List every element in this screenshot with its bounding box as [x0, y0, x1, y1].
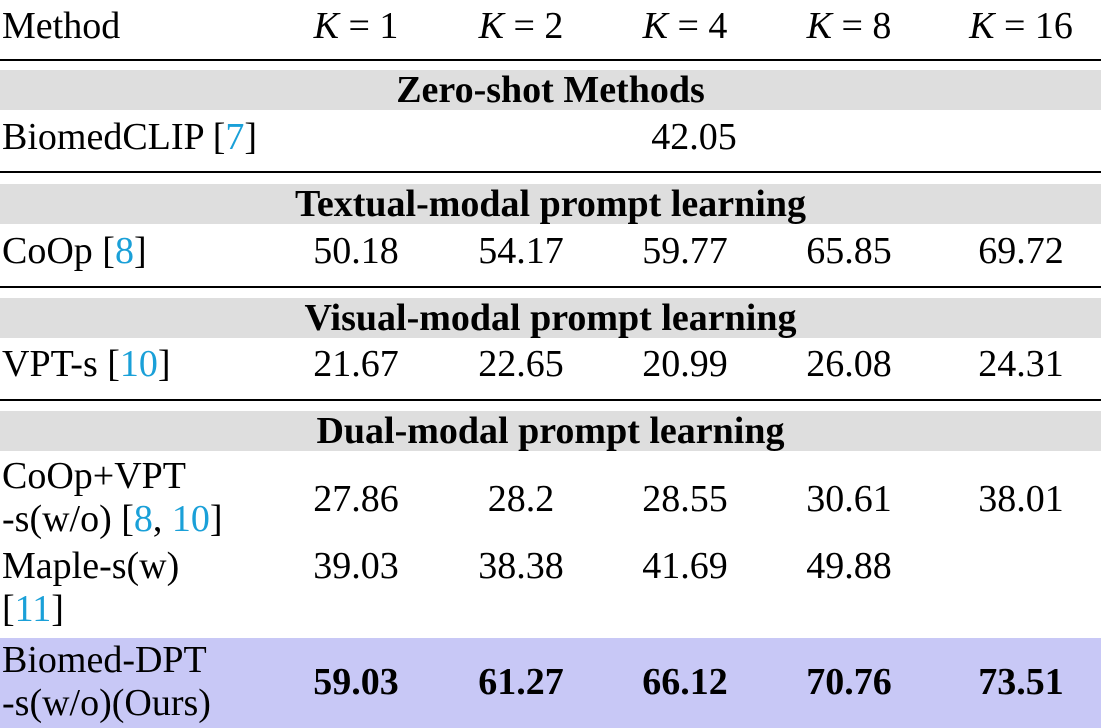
header-method: Method [2, 5, 121, 47]
value-k8: 65.85 [806, 230, 892, 272]
section-textual: Textual-modal prompt learning [0, 184, 1101, 224]
value-k4: 41.69 [642, 545, 728, 587]
value-k8: 26.08 [806, 343, 892, 385]
value-k8: 70.76 [806, 661, 892, 703]
value-k1: 50.18 [313, 230, 399, 272]
rule [0, 286, 1101, 288]
method-name-line2: -s(w/o)(Ours) [2, 682, 211, 724]
value-k16: 24.31 [978, 343, 1064, 385]
method-name-line1: CoOp+VPT [2, 455, 187, 497]
table-row: CoOp+VPT -s(w/o) [8, 10] 27.86 28.2 28.5… [0, 456, 1101, 540]
citation-link[interactable]: 10 [119, 343, 158, 385]
table-row: Maple-s(w) [11] 39.03 38.38 41.69 49.88 [0, 544, 1101, 630]
table-row: Biomed-DPT -s(w/o)(Ours) 59.03 61.27 66.… [0, 638, 1101, 728]
section-zero-shot: Zero-shot Methods [0, 70, 1101, 110]
value-k8: 30.61 [806, 478, 892, 520]
value-k2: 61.27 [478, 661, 564, 703]
merged-value: 42.05 [651, 116, 737, 158]
value-k16: 69.72 [978, 230, 1064, 272]
value-k2: 28.2 [487, 478, 555, 520]
header-k2: K = 2 [478, 5, 564, 47]
header-k8: K = 8 [806, 5, 892, 47]
method-name-line1: Biomed-DPT [2, 639, 207, 681]
value-k2: 54.17 [478, 230, 564, 272]
method-name: CoOp [8] [2, 230, 147, 272]
header-k4: K = 4 [642, 5, 728, 47]
section-visual: Visual-modal prompt learning [0, 298, 1101, 338]
value-k1: 27.86 [313, 478, 399, 520]
value-k4: 66.12 [642, 661, 728, 703]
highlight-row [0, 638, 1101, 728]
header-k16: K = 16 [969, 5, 1073, 47]
method-name-line2: -s(w/o) [8, 10] [2, 498, 223, 540]
rule [0, 59, 1101, 61]
rule [0, 399, 1101, 401]
section-dual: Dual-modal prompt learning [0, 411, 1101, 451]
citation-link[interactable]: 8 [114, 230, 134, 272]
method-name-line1: Maple-s(w) [2, 545, 180, 587]
value-k2: 38.38 [478, 545, 564, 587]
table-row: CoOp [8] 50.18 54.17 59.77 65.85 69.72 [0, 229, 1101, 275]
table-row: BiomedCLIP [7] 42.05 [0, 115, 1101, 161]
value-k1: 59.03 [313, 661, 399, 703]
rule [0, 171, 1101, 173]
method-name: VPT-s [10] [2, 343, 171, 385]
header-k1: K = 1 [313, 5, 399, 47]
value-k4: 20.99 [642, 343, 728, 385]
table-row: VPT-s [10] 21.67 22.65 20.99 26.08 24.31 [0, 342, 1101, 388]
citation-link[interactable]: 8 [133, 498, 153, 540]
value-k16: 73.51 [978, 661, 1064, 703]
citation-link[interactable]: 7 [225, 116, 245, 158]
method-name-line2: [11] [2, 588, 64, 630]
value-k4: 59.77 [642, 230, 728, 272]
header-row: Method K = 1 K = 2 K = 4 K = 8 K = 16 [0, 4, 1101, 48]
value-k1: 21.67 [313, 343, 399, 385]
value-k8: 49.88 [806, 545, 892, 587]
citation-link[interactable]: 11 [14, 588, 52, 630]
value-k2: 22.65 [478, 343, 564, 385]
value-k16: 38.01 [978, 478, 1064, 520]
value-k4: 28.55 [642, 478, 728, 520]
method-name: BiomedCLIP [7] [2, 116, 258, 158]
citation-link[interactable]: 10 [171, 498, 210, 540]
value-k1: 39.03 [313, 545, 399, 587]
